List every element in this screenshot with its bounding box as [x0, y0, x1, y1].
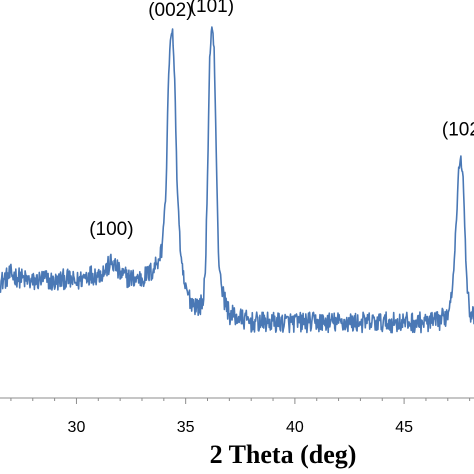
x-tick-label: 45 [395, 419, 413, 436]
x-tick-label: 35 [177, 419, 195, 436]
peak-label: (101) [190, 0, 234, 17]
x-axis-title: 2 Theta (deg) [210, 440, 357, 469]
peak-label: (002) [148, 0, 192, 21]
x-axis: 30 35 40 45 [0, 397, 474, 436]
x-tick-label: 40 [286, 419, 304, 436]
x-tick-label: 30 [68, 419, 86, 436]
peak-label: (100) [89, 219, 133, 240]
peak-labels: (100) (002)(101) (102 [89, 0, 474, 240]
series-line [0, 26, 474, 334]
peak-label: (102 [442, 119, 474, 140]
plot-area [0, 26, 474, 334]
